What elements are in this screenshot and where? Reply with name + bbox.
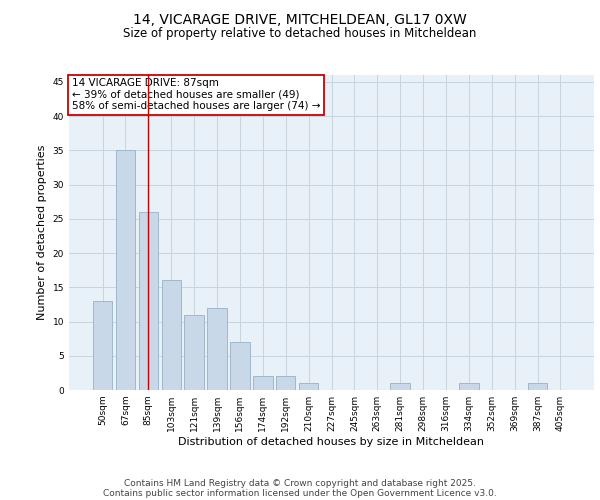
Bar: [208, 308, 227, 390]
Bar: [528, 383, 547, 390]
Bar: [139, 212, 158, 390]
Bar: [253, 376, 272, 390]
Text: 14 VICARAGE DRIVE: 87sqm
← 39% of detached houses are smaller (49)
58% of semi-d: 14 VICARAGE DRIVE: 87sqm ← 39% of detach…: [71, 78, 320, 112]
Bar: [276, 376, 295, 390]
Text: Size of property relative to detached houses in Mitcheldean: Size of property relative to detached ho…: [124, 28, 476, 40]
Y-axis label: Number of detached properties: Number of detached properties: [37, 145, 47, 320]
Bar: [161, 280, 181, 390]
Text: 14, VICARAGE DRIVE, MITCHELDEAN, GL17 0XW: 14, VICARAGE DRIVE, MITCHELDEAN, GL17 0X…: [133, 12, 467, 26]
Bar: [93, 301, 112, 390]
Bar: [459, 383, 479, 390]
Bar: [116, 150, 135, 390]
Bar: [184, 314, 204, 390]
Bar: [391, 383, 410, 390]
X-axis label: Distribution of detached houses by size in Mitcheldean: Distribution of detached houses by size …: [179, 437, 485, 447]
Text: Contains HM Land Registry data © Crown copyright and database right 2025.: Contains HM Land Registry data © Crown c…: [124, 478, 476, 488]
Bar: [299, 383, 319, 390]
Bar: [230, 342, 250, 390]
Text: Contains public sector information licensed under the Open Government Licence v3: Contains public sector information licen…: [103, 488, 497, 498]
